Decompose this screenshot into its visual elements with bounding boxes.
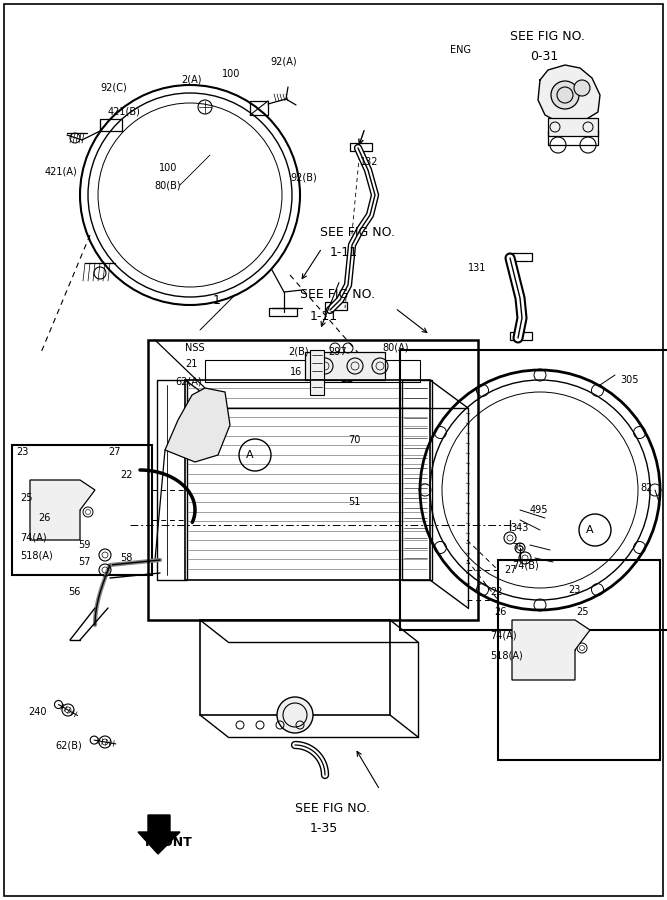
Circle shape [277, 697, 313, 733]
Text: 51: 51 [348, 497, 360, 507]
Bar [325, 302, 347, 310]
Text: 16: 16 [290, 367, 302, 377]
Text: 58: 58 [120, 553, 132, 563]
Text: 22: 22 [120, 470, 133, 480]
Text: 56: 56 [68, 587, 81, 597]
Text: 22: 22 [490, 587, 502, 597]
Text: 297: 297 [328, 347, 347, 357]
Text: SEE FIG NO.: SEE FIG NO. [295, 802, 370, 814]
Text: 80(B): 80(B) [155, 180, 181, 190]
Text: 62(B): 62(B) [55, 740, 82, 750]
Text: ENG: ENG [450, 45, 471, 55]
Text: 343: 343 [510, 523, 528, 533]
Polygon shape [512, 620, 590, 680]
Polygon shape [30, 480, 95, 540]
Text: SEE FIG NO.: SEE FIG NO. [510, 30, 585, 42]
Text: 92(A): 92(A) [270, 57, 297, 67]
Text: 57: 57 [78, 557, 91, 567]
Bar [12, 445, 152, 575]
Text: 495: 495 [530, 505, 548, 515]
Text: A: A [586, 525, 594, 535]
Text: 74(A): 74(A) [20, 533, 47, 543]
Text: 62(A): 62(A) [175, 377, 201, 387]
Text: 1-35: 1-35 [310, 822, 338, 834]
Text: 92(B): 92(B) [290, 173, 317, 183]
Text: 25: 25 [576, 607, 588, 617]
Text: 80(A): 80(A) [382, 343, 408, 353]
Circle shape [551, 81, 579, 109]
Text: 1-11: 1-11 [310, 310, 338, 322]
Text: A: A [246, 450, 254, 460]
Polygon shape [138, 815, 180, 854]
Polygon shape [538, 65, 600, 125]
Text: 1: 1 [213, 293, 221, 307]
Circle shape [574, 80, 590, 96]
Text: 92(C): 92(C) [100, 83, 127, 93]
Text: 26: 26 [494, 607, 506, 617]
Text: 23: 23 [16, 447, 29, 457]
Circle shape [335, 358, 359, 382]
Bar [205, 360, 420, 382]
Bar [350, 143, 372, 151]
Text: 132: 132 [360, 157, 378, 167]
Polygon shape [165, 388, 230, 462]
Text: 75: 75 [512, 543, 524, 553]
Text: 100: 100 [222, 69, 240, 79]
Bar [269, 308, 297, 316]
Text: 2(B): 2(B) [288, 347, 309, 357]
Text: SEE FIG NO.: SEE FIG NO. [300, 289, 375, 302]
Bar [508, 253, 532, 261]
Text: 305: 305 [620, 375, 638, 385]
Bar [100, 119, 122, 131]
Bar [498, 560, 660, 760]
Text: 1-11: 1-11 [330, 246, 358, 258]
Text: 0-31: 0-31 [530, 50, 558, 62]
Text: 21: 21 [185, 359, 197, 369]
Bar [402, 380, 432, 580]
Bar [400, 350, 667, 630]
Text: FRONT: FRONT [145, 835, 193, 849]
Text: 421(A): 421(A) [45, 167, 78, 177]
Text: 518(A): 518(A) [490, 650, 523, 660]
Text: 70: 70 [348, 435, 360, 445]
Bar [148, 340, 478, 620]
Bar [510, 332, 532, 340]
Bar [157, 380, 187, 580]
Text: 27: 27 [108, 447, 121, 457]
Text: 26: 26 [38, 513, 51, 523]
Text: 421(B): 421(B) [108, 107, 141, 117]
Text: 74(A): 74(A) [490, 630, 517, 640]
Text: 74(B): 74(B) [512, 560, 539, 570]
Bar [185, 380, 430, 580]
Text: 25: 25 [20, 493, 33, 503]
Text: NSS: NSS [185, 343, 205, 353]
Text: 240: 240 [28, 707, 47, 717]
Bar [310, 350, 324, 395]
Bar [548, 118, 598, 136]
Bar [200, 620, 390, 715]
Text: 518(A): 518(A) [20, 550, 53, 560]
Text: 100: 100 [159, 163, 177, 173]
Text: 27: 27 [504, 565, 516, 575]
Bar [250, 101, 268, 115]
Text: 82: 82 [640, 483, 652, 493]
Text: 23: 23 [568, 585, 580, 595]
Text: SEE FIG NO.: SEE FIG NO. [320, 226, 395, 239]
Text: 131: 131 [468, 263, 486, 273]
Text: 2(A): 2(A) [181, 75, 202, 85]
Bar [305, 352, 385, 380]
Text: 59: 59 [78, 540, 90, 550]
